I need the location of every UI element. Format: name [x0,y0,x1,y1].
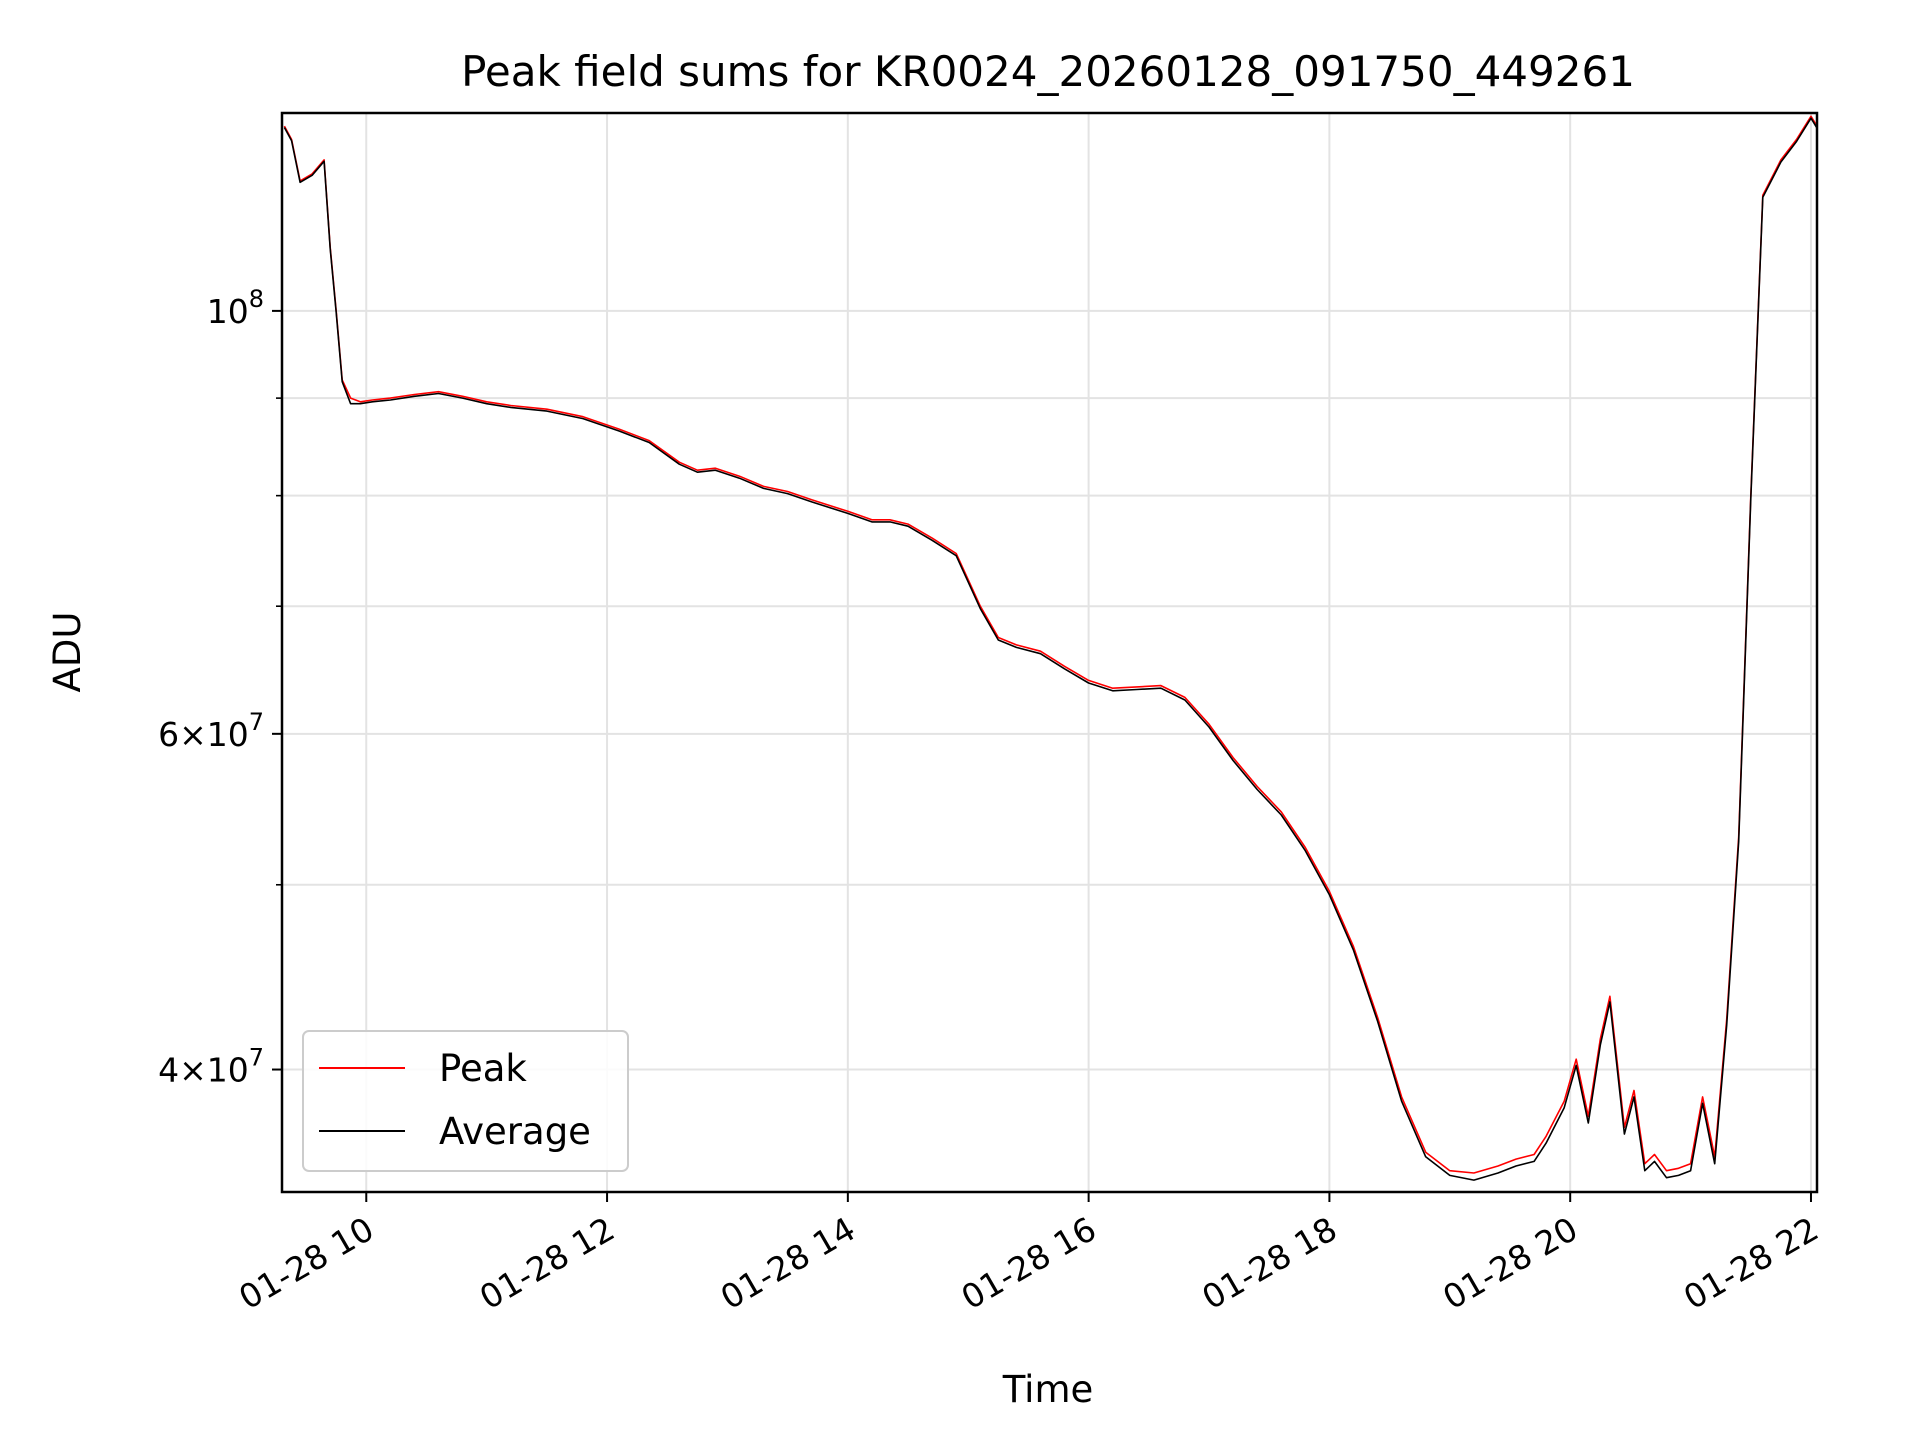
x-axis-label: Time [1002,1368,1094,1411]
axes-frame [280,111,1819,1194]
legend-average-label: Average [439,1110,591,1153]
y-tick-base: 10 [207,292,249,331]
y-tick-exponent: 8 [249,285,264,313]
chart-title: Peak field sums for KR0024_20260128_0917… [461,47,1635,96]
y-tick-label: 4×107 [158,1044,264,1090]
peak-series-line [283,115,1818,1174]
y-tick-exponent: 7 [249,1044,264,1072]
grid [282,113,1817,1192]
y-axis-label: ADU [46,612,89,693]
average-series-line [283,117,1818,1181]
y-tick-exponent: 7 [249,708,264,736]
legend: Peak Average [302,1030,629,1172]
y-tick-label: 108 [207,285,264,331]
legend-peak-label: Peak [439,1047,527,1090]
plot-series [283,115,1818,1181]
y-tick-base: 6×10 [158,715,249,754]
legend-box [302,1030,629,1172]
y-tick-label: 6×107 [158,708,264,754]
y-tick-base: 4×10 [158,1051,249,1090]
